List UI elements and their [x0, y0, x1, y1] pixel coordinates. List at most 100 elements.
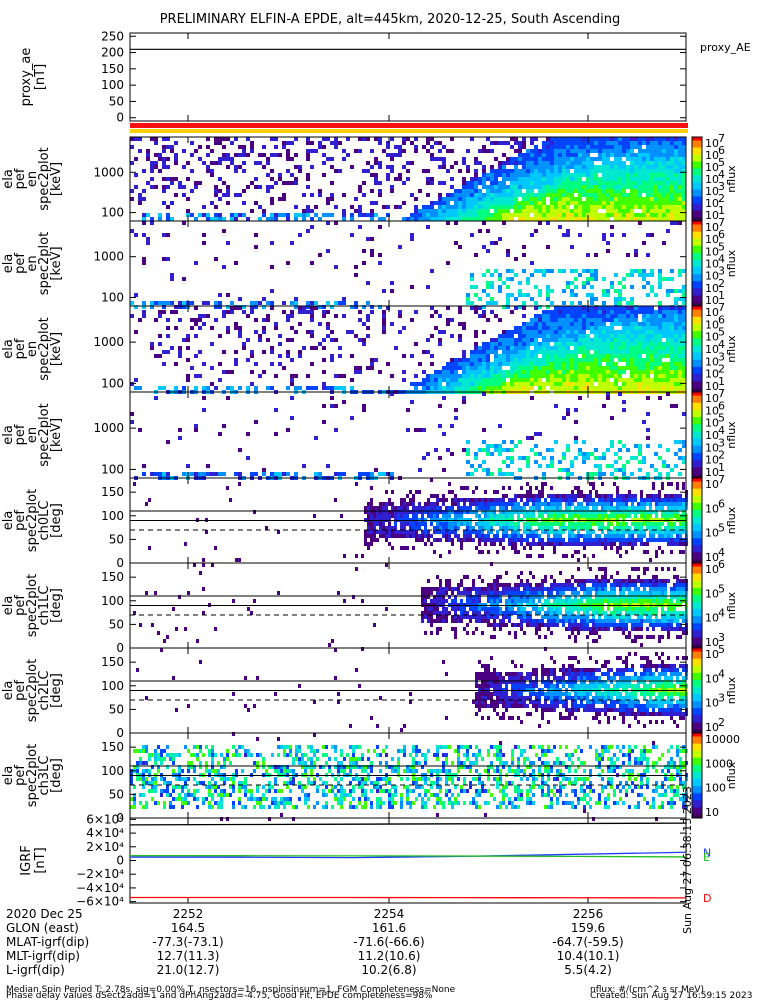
pa-cell [406, 534, 409, 538]
spec-cell [450, 205, 454, 209]
spec-cell [426, 217, 430, 221]
spec-cell [294, 153, 298, 157]
spec-cell [490, 310, 494, 314]
spec-cell [578, 326, 582, 330]
spec-cell [182, 301, 186, 305]
spec-cell [678, 354, 682, 358]
spec-cell [582, 145, 586, 149]
spec-cell [238, 213, 242, 217]
pa-cell [400, 546, 403, 550]
spec-cell [534, 169, 538, 173]
spec-cell [590, 366, 594, 370]
pa-cell [547, 542, 550, 546]
pa-cell [391, 546, 394, 550]
spec-cell [586, 153, 590, 157]
spec-cell [590, 354, 594, 358]
spec-cell [570, 370, 574, 374]
spec-cell [542, 342, 546, 346]
spec-cell [674, 217, 678, 221]
spec-cell [342, 193, 346, 197]
spec-cell [558, 358, 562, 362]
spec-cell [466, 460, 470, 464]
spec-cell [614, 330, 618, 334]
spec-cell [666, 177, 670, 181]
spec-cell [474, 181, 478, 185]
spec-cell [574, 350, 578, 354]
spec-cell [434, 378, 438, 382]
spec-cell [658, 370, 662, 374]
spec-cell [578, 382, 582, 386]
spec-cell [290, 310, 294, 314]
spec-cell [510, 185, 514, 189]
spec-cell [658, 334, 662, 338]
pa-cell [460, 546, 463, 550]
spec-cell [478, 362, 482, 366]
pa-cell [433, 494, 436, 498]
colorbar-cell [692, 335, 702, 339]
spec-cell [494, 213, 498, 217]
spec-cell [646, 145, 650, 149]
spec-cell [230, 157, 234, 161]
spec-cell [450, 378, 454, 382]
spec-cell [562, 189, 566, 193]
colorbar-cell [692, 190, 702, 194]
spec-cell [554, 193, 558, 197]
spec-cell [522, 185, 526, 189]
spec-cell [602, 472, 606, 476]
pa-cell [427, 514, 430, 518]
spec-cell [642, 161, 646, 165]
pa-cell [421, 538, 424, 542]
pa-cell [400, 502, 403, 506]
spec-cell [682, 314, 686, 318]
spec-cell [526, 177, 530, 181]
spec-cell [426, 193, 430, 197]
pa-cell [430, 534, 433, 538]
spec-cell [642, 358, 646, 362]
spec-cell [314, 301, 318, 305]
spec-cell [494, 378, 498, 382]
pa-cell [607, 514, 610, 518]
pa-cell [505, 534, 508, 538]
pa-cell [382, 530, 385, 534]
pa-cell [472, 538, 475, 542]
pa-cell [343, 554, 346, 558]
spec-cell [574, 177, 578, 181]
spec-cell [270, 153, 274, 157]
spec-cell [170, 301, 174, 305]
pa-cell [607, 498, 610, 502]
colorbar-cell [692, 148, 702, 152]
spec-cell [678, 378, 682, 382]
spec-cell [366, 326, 370, 330]
spec-cell [542, 273, 546, 277]
spec-cell [670, 181, 674, 185]
spec-cell [618, 197, 622, 201]
spec-cell [370, 358, 374, 362]
spec-cell [462, 350, 466, 354]
spec-cell [622, 346, 626, 350]
spec-cell [334, 428, 338, 432]
spec-cell [638, 137, 642, 141]
proxy-ae-panel [130, 33, 686, 121]
colorbar-cell [692, 385, 702, 389]
pa-cell [394, 522, 397, 526]
spec-cell [414, 374, 418, 378]
pa-cell [415, 538, 418, 542]
spec-cell [310, 165, 314, 169]
spec-cell [530, 205, 534, 209]
spec-cell [566, 448, 570, 452]
pa-cell [571, 514, 574, 518]
spec-cell [254, 245, 258, 249]
spec-cell [630, 362, 634, 366]
spec-cell [666, 370, 670, 374]
spec-cell [518, 217, 522, 221]
spec-cell [522, 301, 526, 305]
spec-cell [234, 362, 238, 366]
spec-cell [582, 318, 586, 322]
pa-cell [601, 538, 604, 542]
spec-cell [202, 322, 206, 326]
spec-cell [426, 225, 430, 229]
pa-cell [556, 534, 559, 538]
spec-cell [378, 370, 382, 374]
spec-cell [582, 306, 586, 310]
pa-cell [487, 538, 490, 542]
